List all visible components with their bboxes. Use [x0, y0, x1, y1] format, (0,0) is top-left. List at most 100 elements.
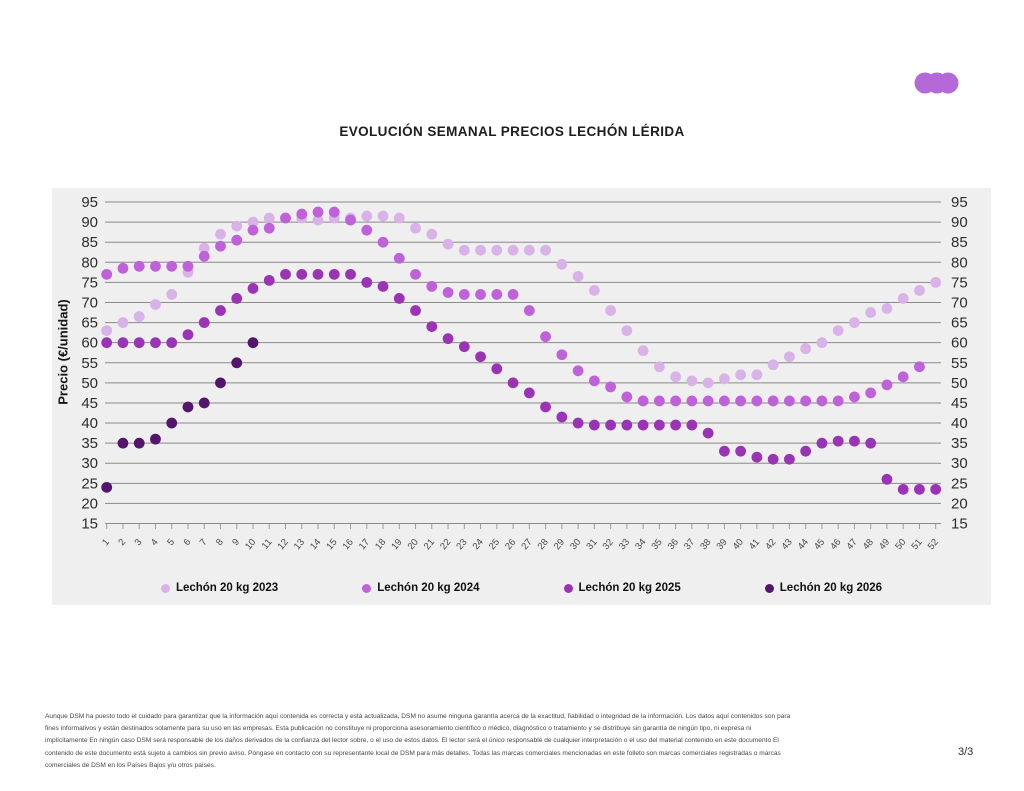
x-tick-label: 4 — [149, 537, 161, 548]
y-tick-label: 95 — [81, 194, 98, 211]
x-tick-label: 25 — [487, 537, 502, 552]
data-point — [572, 417, 584, 429]
legend-label-2026: Lechón 20 kg 2026 — [779, 582, 883, 594]
y-tick-label: 55 — [81, 355, 98, 372]
y-tick-label: 45 — [81, 395, 98, 412]
chart-title: EVOLUCIÓN SEMANAL PRECIOS LECHÓN LÉRIDA — [339, 124, 685, 139]
data-point — [540, 401, 551, 413]
y-tick-label: 85 — [81, 234, 98, 251]
data-point — [621, 391, 633, 403]
data-point — [361, 224, 373, 236]
data-point — [621, 419, 633, 431]
x-tick-label: 13 — [292, 537, 307, 552]
data-point — [410, 268, 421, 280]
data-point — [800, 445, 812, 457]
brand-logo — [914, 72, 959, 94]
y-tick-label: 40 — [81, 415, 98, 432]
data-point — [816, 395, 828, 407]
x-tick-label: 16 — [341, 537, 356, 552]
x-tick-label: 36 — [666, 537, 681, 552]
legend-label-2023: Lechón 20 kg 2023 — [175, 582, 279, 594]
x-tick-label: 20 — [406, 537, 421, 552]
data-point — [751, 369, 763, 381]
x-tick-label: 23 — [454, 537, 469, 552]
x-tick-label: 41 — [747, 537, 762, 552]
data-point — [150, 260, 161, 272]
data-point — [150, 299, 161, 310]
data-point — [231, 293, 243, 304]
data-point — [914, 285, 925, 296]
data-point — [800, 343, 812, 355]
data-point — [849, 317, 860, 328]
x-tick-label: 22 — [438, 537, 453, 552]
x-tick-label: 50 — [893, 537, 908, 552]
data-point — [410, 305, 421, 316]
y-tick-label: 70 — [81, 294, 98, 311]
data-point — [572, 365, 584, 377]
data-point — [702, 377, 714, 389]
data-point — [832, 435, 844, 447]
y-tick-label: 85 — [951, 234, 968, 251]
gridlines — [105, 201, 941, 525]
data-point — [198, 397, 210, 409]
y-tick-label: 65 — [951, 315, 968, 332]
x-tick-label: 29 — [552, 537, 567, 552]
data-point — [702, 395, 714, 407]
data-point — [312, 268, 324, 280]
y-tick-label: 55 — [951, 355, 968, 372]
x-tick-label: 18 — [373, 537, 388, 552]
data-point — [865, 437, 877, 449]
data-point — [686, 395, 698, 407]
y-axis-labels-left: 15 20 25 30 35 40 45 50 55 60 65 70 75 80 85 90 95 — [81, 194, 98, 533]
data-point — [166, 289, 178, 300]
series-2023 — [101, 210, 942, 389]
data-point — [345, 268, 356, 280]
x-tick-label: 14 — [308, 537, 323, 552]
data-point — [377, 280, 389, 292]
series-2024 — [101, 206, 925, 407]
data-point — [393, 252, 405, 264]
data-point — [101, 325, 113, 337]
x-tick-label: 17 — [357, 537, 372, 552]
data-point — [556, 349, 568, 361]
data-point — [247, 283, 259, 294]
logo-three-dots-icon — [914, 72, 959, 94]
data-point — [231, 357, 243, 369]
data-point — [686, 375, 698, 387]
data-point — [881, 303, 893, 314]
x-tick-label: 33 — [617, 537, 632, 552]
data-point — [670, 395, 682, 407]
data-point — [198, 250, 210, 262]
page-number: 3/3 — [958, 746, 974, 758]
data-point — [849, 435, 860, 447]
data-point — [442, 238, 454, 250]
data-point — [930, 276, 942, 288]
y-tick-label: 70 — [951, 294, 968, 311]
data-point — [215, 377, 226, 389]
x-tick-label: 12 — [276, 537, 291, 552]
x-tick-label: 47 — [845, 537, 860, 552]
y-tick-label: 75 — [951, 274, 968, 291]
data-point — [182, 260, 194, 272]
y-tick-label: 50 — [81, 375, 98, 392]
data-point — [653, 361, 665, 373]
data-point — [881, 379, 893, 391]
data-point — [393, 212, 405, 224]
y-tick-label: 80 — [81, 254, 98, 271]
data-point — [458, 289, 470, 300]
y-tick-label: 60 — [81, 335, 98, 352]
data-point — [215, 240, 226, 252]
y-tick-label: 15 — [81, 516, 98, 533]
series-2025 — [101, 268, 942, 495]
data-point — [133, 337, 145, 349]
data-point — [458, 341, 470, 353]
data-point — [263, 212, 275, 224]
data-point — [133, 437, 145, 449]
data-point — [914, 483, 925, 495]
x-tick-label: 7 — [198, 537, 210, 548]
data-point — [101, 337, 113, 349]
data-point — [897, 371, 909, 383]
data-point — [231, 234, 243, 246]
data-point — [296, 208, 308, 220]
data-point — [150, 433, 161, 445]
